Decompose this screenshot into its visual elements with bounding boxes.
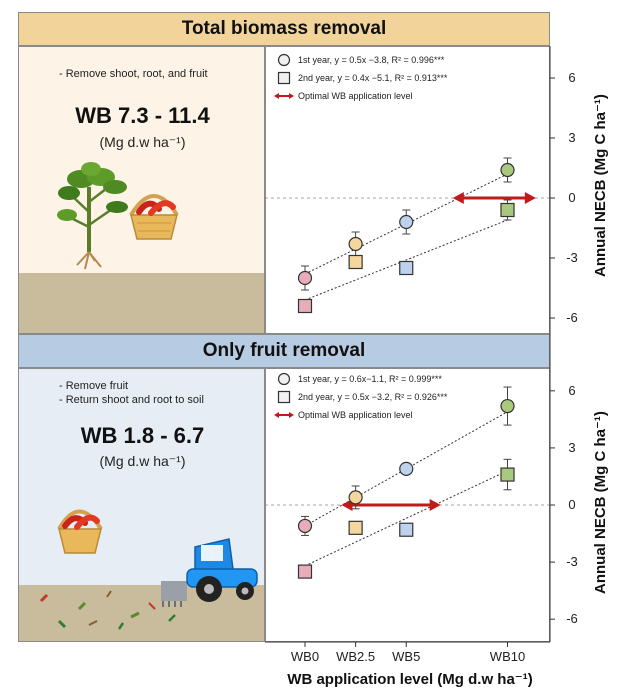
fruit-basket-icon: [57, 509, 103, 554]
y-tick-label: 3: [568, 130, 575, 145]
tractor-and-basket-illustration: [39, 509, 258, 630]
data-point-year2: [348, 520, 363, 535]
legend-arrowhead-left: [274, 412, 279, 418]
x-tick-label: WB0: [291, 649, 319, 664]
data-point-year2: [297, 564, 313, 579]
data-point-year2: [500, 467, 515, 482]
data-point-year2: [297, 298, 313, 314]
x-tick-label: WB10: [490, 649, 525, 664]
legend-label-year1: 1st year, y = 0.6x−1.1, R² = 0.999***: [298, 374, 442, 384]
fit-line-2: [304, 219, 508, 301]
crop-residue-icons: [39, 590, 176, 630]
data-point-year1: [399, 214, 414, 230]
y-tick-label: -6: [566, 611, 578, 626]
data-point-year2: [399, 260, 414, 276]
y-axis-label-top: Annual NECB (Mg C ha⁻¹): [592, 94, 609, 277]
legend-arrowhead-left: [274, 93, 279, 99]
data-point-year1: [297, 270, 313, 286]
optimal-range-arrowhead-right: [524, 192, 536, 204]
x-tick-label: WB5: [392, 649, 420, 664]
note-return-shoot-root: - Return shoot and root to soil: [59, 394, 204, 406]
y-tick-label: -3: [566, 250, 578, 265]
data-point-year2: [500, 202, 515, 218]
panel-title-total-biomass: Total biomass removal: [18, 12, 550, 46]
wb-unit-total: (Mg d.w ha⁻¹): [99, 134, 186, 150]
wb-range-fruit: WB 1.8 - 6.7: [80, 423, 205, 448]
data-point-year1: [500, 398, 515, 414]
legend-marker-year2: [277, 390, 291, 404]
legend-marker-year2: [277, 71, 291, 85]
legend-marker-year1: [277, 372, 291, 386]
data-point-year1: [399, 461, 414, 476]
x-axis-label: WB application level (Mg d.w ha⁻¹): [287, 671, 533, 688]
plot-frame-total: [265, 46, 550, 334]
data-point-year2: [348, 254, 363, 270]
optimal-range-arrowhead-left: [341, 499, 353, 511]
fruit-basket-icon: [129, 194, 179, 240]
optimal-range-arrowhead-right: [429, 499, 441, 511]
data-point-year1: [297, 518, 313, 534]
soil-strip: [19, 273, 264, 333]
x-tick-label: WB2.5: [336, 649, 375, 664]
optimal-range-arrowhead-left: [452, 192, 464, 204]
data-point-year1: [500, 162, 515, 178]
y-tick-label: -3: [566, 554, 578, 569]
fruit-only-illustration-panel: - Remove fruit - Return shoot and root t…: [18, 368, 265, 642]
legend-marker-year1: [277, 53, 291, 67]
data-point-year1: [348, 490, 363, 505]
total-biomass-illustration-panel: - Remove shoot, root, and fruit WB 7.3 -…: [18, 46, 265, 334]
y-axis-label-bottom: Annual NECB (Mg C ha⁻¹): [592, 411, 609, 594]
fit-line-2: [304, 470, 508, 567]
legend-label-year1: 1st year, y = 0.5x −3.8, R² = 0.996***: [298, 55, 445, 65]
legend-label-optimal: Optimal WB application level: [298, 410, 413, 420]
data-point-year1: [348, 236, 363, 252]
legend-arrowhead-right: [289, 93, 294, 99]
pepper-plant-icon: [57, 162, 128, 270]
legend-label-optimal: Optimal WB application level: [298, 91, 413, 101]
wb-unit-fruit: (Mg d.w ha⁻¹): [99, 453, 186, 469]
y-tick-label: 0: [568, 190, 575, 205]
y-tick-label: 3: [568, 440, 575, 455]
soil-strip-residue: [19, 585, 264, 641]
note-remove-fruit: - Remove fruit: [59, 380, 129, 392]
wb-range-total: WB 7.3 - 11.4: [75, 103, 210, 128]
y-tick-label: 6: [568, 70, 575, 85]
note-remove-all: - Remove shoot, root, and fruit: [59, 68, 208, 80]
y-tick-label: -6: [566, 310, 578, 325]
y-tick-label: 6: [568, 383, 575, 398]
legend-label-year2: 2nd year, y = 0.4x −5.1, R² = 0.913***: [298, 73, 448, 83]
y-tick-label: 0: [568, 497, 575, 512]
legend-label-year2: 2nd year, y = 0.5x −3.2, R² = 0.926***: [298, 392, 448, 402]
legend-arrowhead-right: [289, 412, 294, 418]
data-point-year2: [399, 522, 414, 537]
tractor-icon: [161, 538, 258, 607]
pepper-plant-and-basket-illustration: [57, 162, 179, 270]
